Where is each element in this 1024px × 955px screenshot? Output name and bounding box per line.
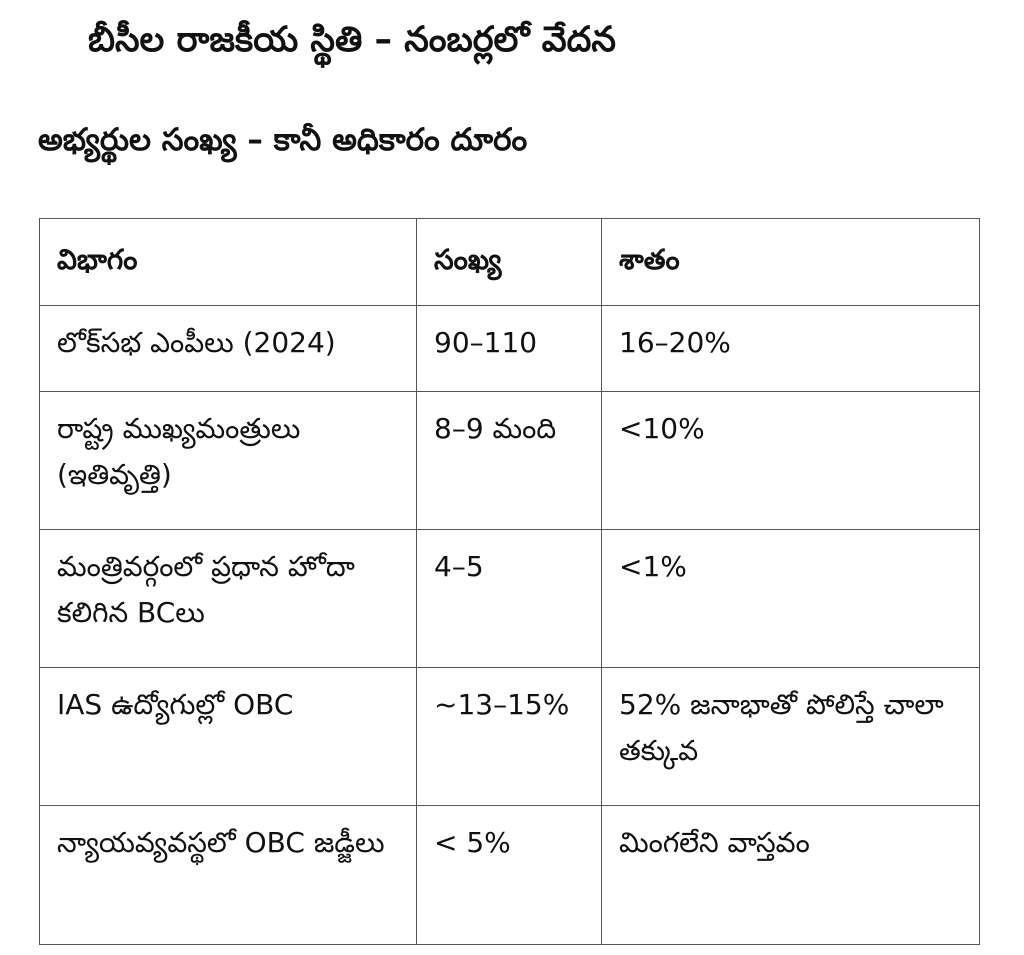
table-cell-percentage: 52% జనాభాతో పోలిస్తే చాలా తక్కువ [601, 667, 980, 806]
table-cell-count: 8–9 మంది [416, 391, 602, 530]
table-cell-category: న్యాయవ్యవస్థలో OBC జడ్జీలు [39, 805, 417, 945]
page-title: బీసీల రాజకీయ స్థితి – నంబర్లలో వేదన [88, 20, 616, 60]
table-cell-category: మంత్రివర్గంలో ప్రధాన హోదా కలిగిన BCలు [39, 529, 417, 668]
table-cell-percentage: 16–20% [601, 305, 980, 392]
table-row: న్యాయవ్యవస్థలో OBC జడ్జీలు < 5% మింగలేని… [39, 805, 980, 945]
table-cell-category: రాష్ట్ర ముఖ్యమంత్రులు (ఇతివృత్తి) [39, 391, 417, 530]
table-cell-count: ~13–15% [416, 667, 602, 806]
table-cell-percentage: <10% [601, 391, 980, 530]
table-row: మంత్రివర్గంలో ప్రధాన హోదా కలిగిన BCలు 4–… [39, 529, 980, 668]
column-header-percentage: శాతం [601, 218, 980, 306]
table-cell-count: 90–110 [416, 305, 602, 392]
table-cell-category: లోక్‌సభ ఎంపీలు (2024) [39, 305, 417, 392]
table-row: లోక్‌సభ ఎంపీలు (2024) 90–110 16–20% [39, 305, 980, 392]
section-subtitle: అభ్యర్థుల సంఖ్య – కానీ అధికారం దూరం [38, 122, 528, 158]
table-cell-percentage: <1% [601, 529, 980, 668]
table-cell-count: 4–5 [416, 529, 602, 668]
table-row: IAS ఉద్యోగుల్లో OBC ~13–15% 52% జనాభాతో … [39, 667, 980, 806]
table-cell-percentage: మింగలేని వాస్తవం [601, 805, 980, 945]
table-row: రాష్ట్ర ముఖ్యమంత్రులు (ఇతివృత్తి) 8–9 మం… [39, 391, 980, 530]
table-header-row: విభాగం సంఖ్య శాతం [39, 218, 980, 306]
table-cell-count: < 5% [416, 805, 602, 945]
column-header-category: విభాగం [39, 218, 417, 306]
column-header-count: సంఖ్య [416, 218, 602, 306]
table-cell-category: IAS ఉద్యోగుల్లో OBC [39, 667, 417, 806]
statistics-table: విభాగం సంఖ్య శాతం లోక్‌సభ ఎంపీలు (2024) … [39, 218, 980, 945]
